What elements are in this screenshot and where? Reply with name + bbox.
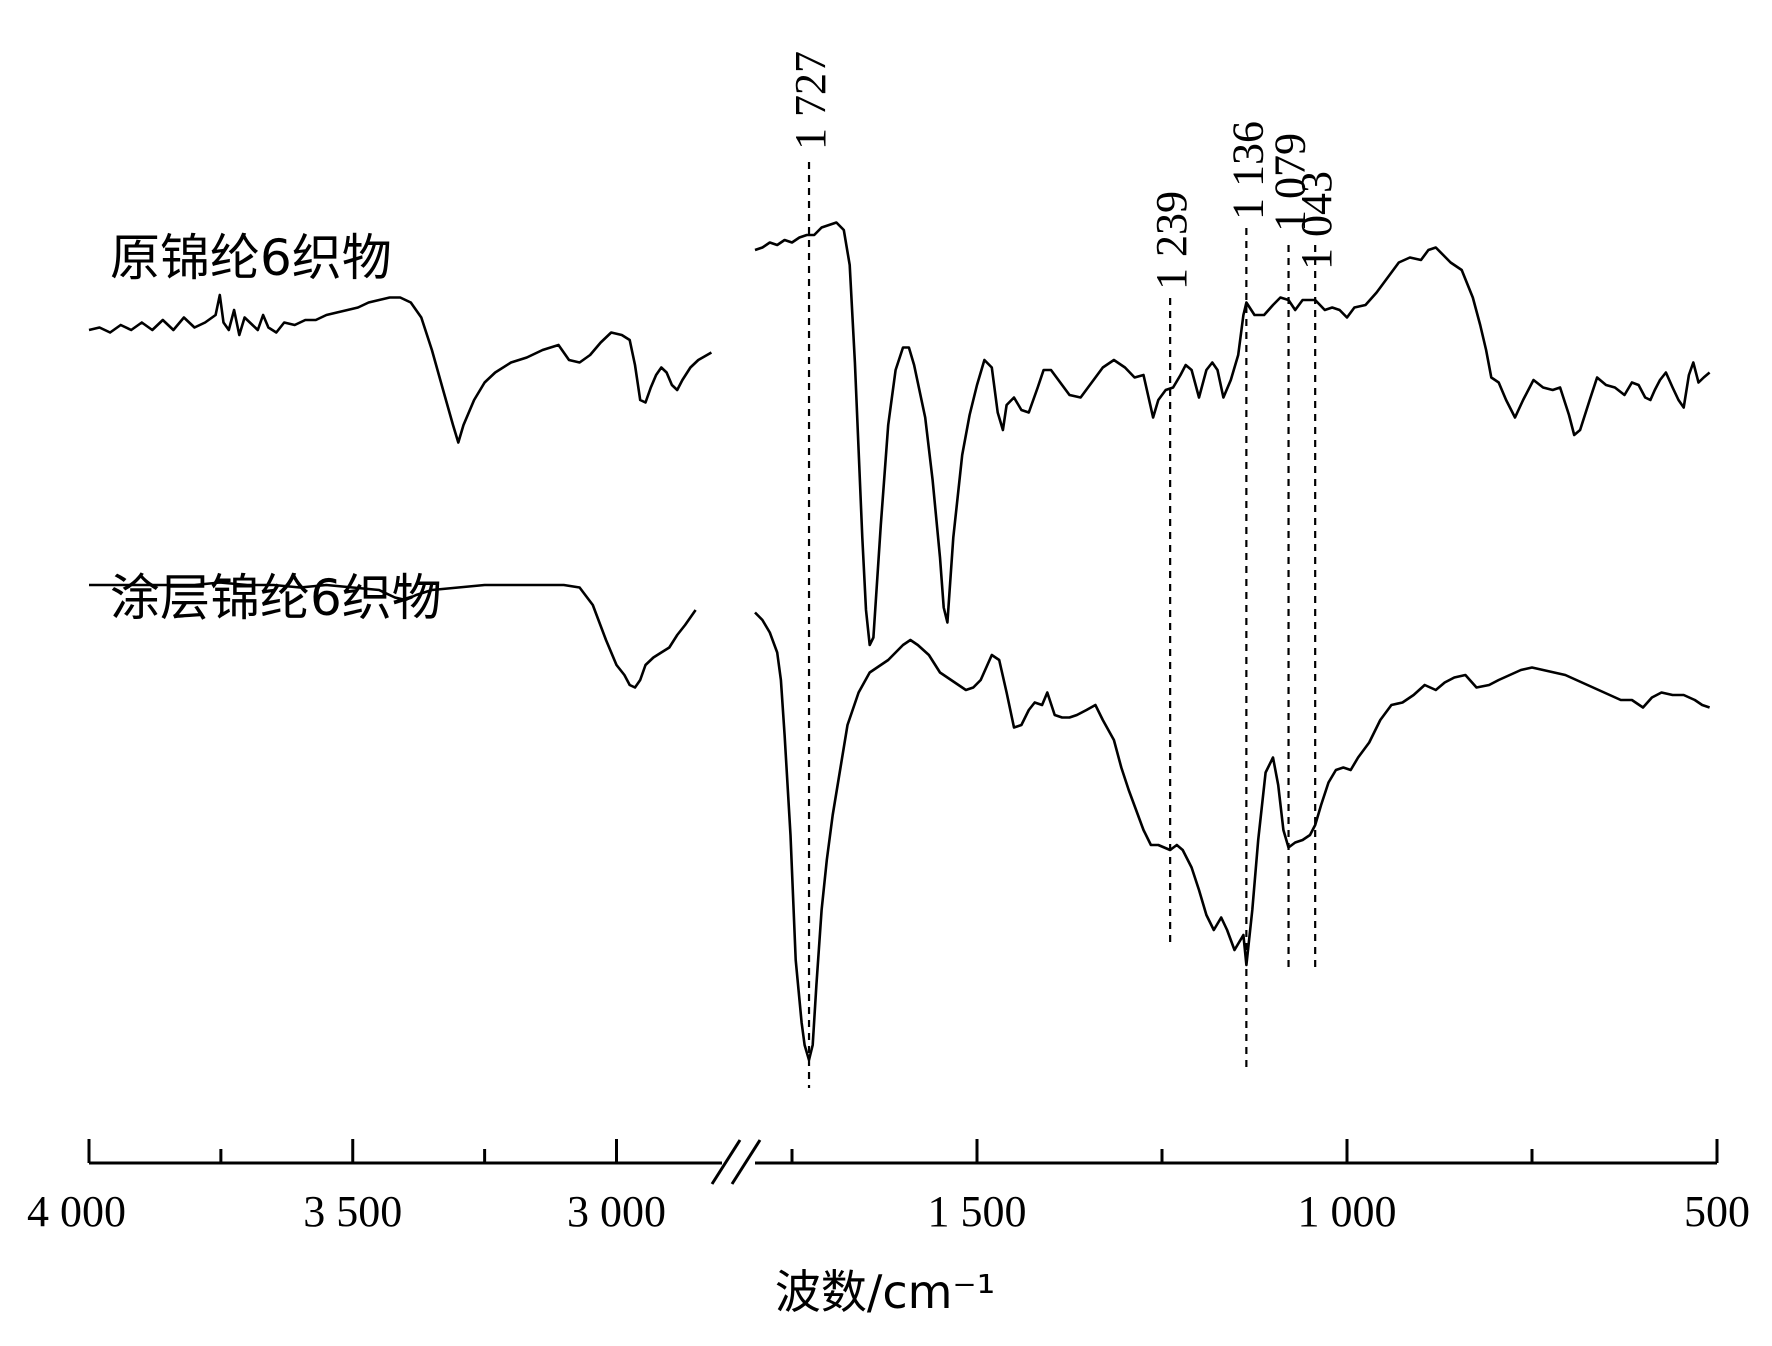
annotation-lines xyxy=(807,162,1317,1088)
series-label-1: 原锦纶6织物 xyxy=(110,229,392,287)
axis-break-mark-2 xyxy=(730,1139,762,1185)
x-tick-label-1000: 1 000 xyxy=(1298,1187,1397,1236)
x-tick-label-4000: 4 000 xyxy=(27,1187,126,1236)
x-tick-label-3500: 3 500 xyxy=(303,1187,402,1236)
annotation-label-1136: 1 136 xyxy=(1223,121,1272,220)
annotation-label-1239: 1 239 xyxy=(1147,191,1196,290)
x-tick-label-3000: 3 000 xyxy=(567,1187,666,1236)
annotation-label-1079: 1 079 xyxy=(1266,133,1315,232)
annotation-label-1043: 1 043 xyxy=(1292,171,1341,270)
spectrum-traces xyxy=(88,221,1711,1062)
x-tick-label-500: 500 xyxy=(1684,1187,1750,1236)
series-line-1-segment-1 xyxy=(88,293,713,444)
annotation-label-1727: 1 727 xyxy=(786,51,835,150)
x-axis-title: 波数/cm⁻¹ xyxy=(775,1265,995,1319)
series-line-1-segment-2 xyxy=(754,221,1711,647)
axis-break-mark-1 xyxy=(710,1139,742,1185)
series-line-2-segment-1 xyxy=(89,581,697,689)
series-label-2: 涂层锦纶6织物 xyxy=(110,569,442,627)
x-axis xyxy=(87,1139,1719,1185)
series-line-2-segment-2 xyxy=(754,611,1711,1062)
x-tick-label-1500: 1 500 xyxy=(928,1187,1027,1236)
x-tick-labels: 4 000 3 500 3 000 1 500 1 000 500 xyxy=(27,1187,1750,1236)
